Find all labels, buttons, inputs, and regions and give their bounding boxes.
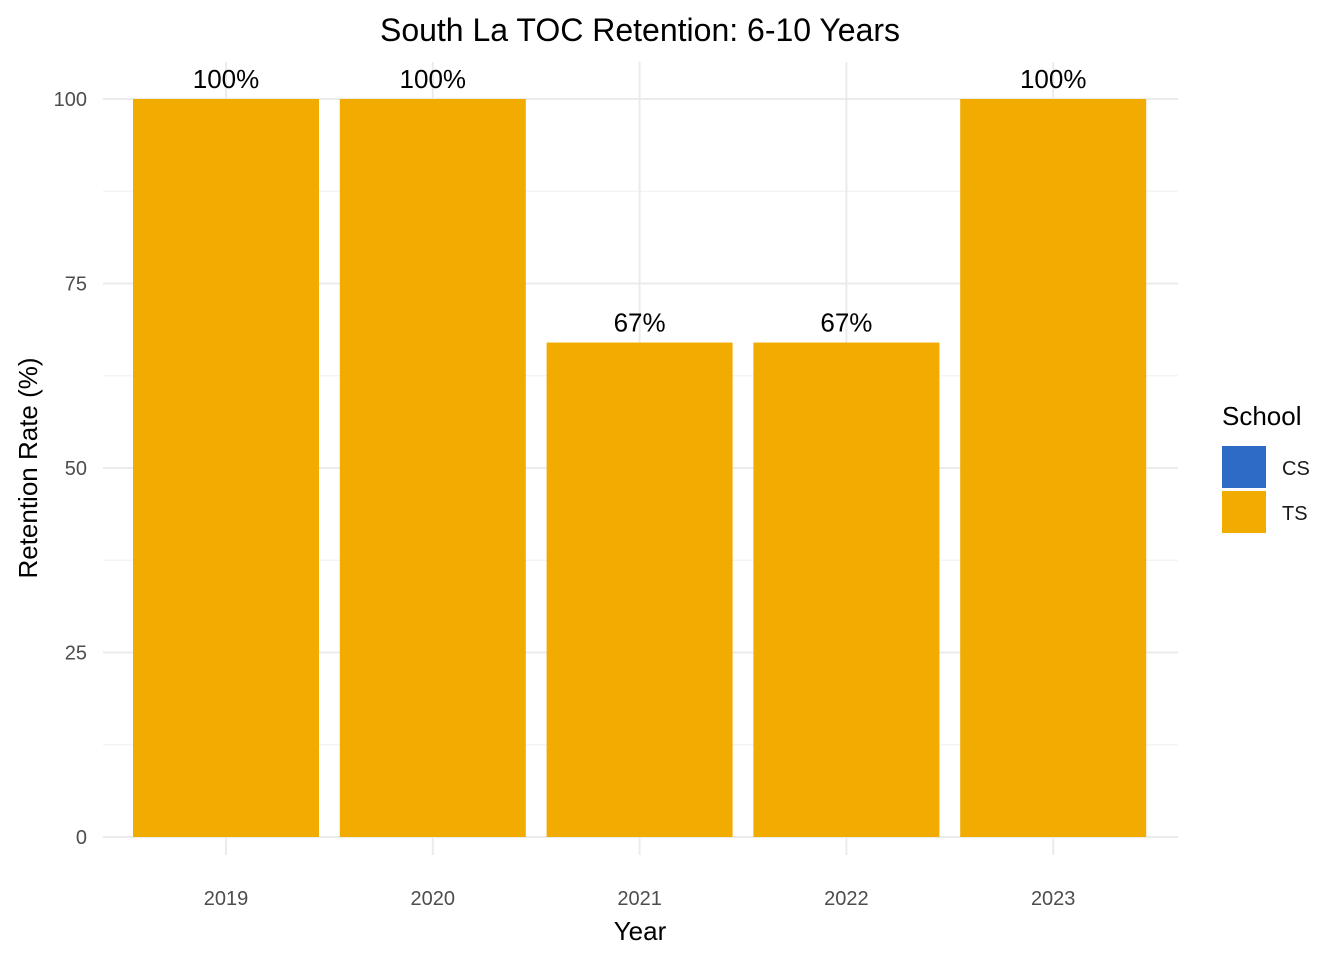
legend-title: School xyxy=(1222,401,1302,431)
y-tick-label: 25 xyxy=(65,643,87,665)
y-axis-title: Retention Rate (%) xyxy=(13,357,43,578)
y-tick-label: 50 xyxy=(65,458,87,480)
legend-label-cs: CS xyxy=(1282,458,1310,480)
legend-swatch-ts xyxy=(1222,491,1266,533)
x-tick-label: 2019 xyxy=(204,888,249,910)
data-label: 67% xyxy=(820,308,872,338)
x-tick-label: 2023 xyxy=(1031,888,1076,910)
data-labels: 100% 100% 67% 67% 100% xyxy=(193,64,1087,338)
bar-ts-2020 xyxy=(339,99,526,837)
legend: School CS TS xyxy=(1222,401,1310,533)
x-tick-label: 2020 xyxy=(411,888,456,910)
data-label: 67% xyxy=(614,308,666,338)
y-tick-label: 100 xyxy=(54,89,87,111)
x-tick-label: 2021 xyxy=(617,888,662,910)
bar-ts-2019 xyxy=(133,99,319,837)
data-label: 100% xyxy=(193,64,260,94)
x-axis-title: Year xyxy=(614,916,667,946)
x-tick-label: 2022 xyxy=(824,888,869,910)
data-label: 100% xyxy=(1020,64,1087,94)
bar-ts-2021 xyxy=(546,342,733,837)
legend-label-ts: TS xyxy=(1282,503,1308,525)
bars xyxy=(133,99,1147,837)
y-tick-label: 0 xyxy=(76,827,87,849)
bar-ts-2022 xyxy=(753,342,940,837)
y-axis-ticks: 0 25 50 75 100 xyxy=(54,89,87,849)
chart-title: South La TOC Retention: 6-10 Years xyxy=(380,12,900,48)
legend-swatch-cs xyxy=(1222,446,1266,488)
bar-ts-2023 xyxy=(960,99,1147,837)
x-axis-ticks: 2019 2020 2021 2022 2023 xyxy=(204,888,1076,910)
y-tick-label: 75 xyxy=(65,274,87,296)
data-label: 100% xyxy=(400,64,467,94)
